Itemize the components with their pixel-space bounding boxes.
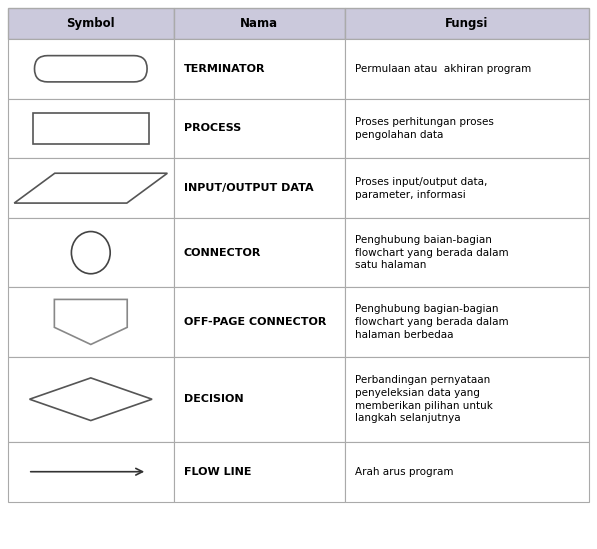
Text: CONNECTOR: CONNECTOR	[184, 248, 261, 257]
Bar	[174, 39, 345, 99]
Text: TERMINATOR: TERMINATOR	[184, 64, 265, 74]
Bar	[174, 287, 345, 357]
Bar	[8, 357, 174, 442]
Bar	[345, 287, 589, 357]
Text: Nama: Nama	[240, 17, 278, 30]
Bar	[174, 8, 345, 39]
Bar	[345, 99, 589, 158]
Bar	[174, 99, 345, 158]
Bar	[8, 218, 174, 287]
Bar	[174, 218, 345, 287]
Bar	[8, 99, 174, 158]
Text: Permulaan atau  akhiran program: Permulaan atau akhiran program	[355, 64, 531, 74]
Bar	[174, 442, 345, 502]
Bar	[8, 39, 174, 99]
Text: Symbol: Symbol	[66, 17, 115, 30]
Bar	[345, 218, 589, 287]
Bar	[33, 113, 149, 144]
Bar	[345, 357, 589, 442]
Text: Arah arus program: Arah arus program	[355, 467, 454, 477]
Bar	[8, 287, 174, 357]
Bar	[345, 8, 589, 39]
Bar	[8, 442, 174, 502]
Bar	[174, 357, 345, 442]
Text: OFF-PAGE CONNECTOR: OFF-PAGE CONNECTOR	[184, 317, 326, 327]
Text: PROCESS: PROCESS	[184, 124, 241, 133]
Bar	[8, 8, 174, 39]
Text: Fungsi: Fungsi	[445, 17, 489, 30]
Text: Perbandingan pernyataan
penyeleksian data yang
memberikan pilihan untuk
langkah : Perbandingan pernyataan penyeleksian dat…	[355, 375, 493, 423]
Text: Proses input/output data,
parameter, informasi: Proses input/output data, parameter, inf…	[355, 177, 487, 199]
Bar	[174, 158, 345, 218]
Bar	[345, 442, 589, 502]
Text: INPUT/OUTPUT DATA: INPUT/OUTPUT DATA	[184, 183, 313, 193]
Text: DECISION: DECISION	[184, 394, 243, 404]
Bar	[345, 39, 589, 99]
Text: Penghubung baian-bagian
flowchart yang berada dalam
satu halaman: Penghubung baian-bagian flowchart yang b…	[355, 235, 509, 271]
Text: FLOW LINE: FLOW LINE	[184, 467, 251, 477]
Bar	[345, 158, 589, 218]
Text: Proses perhitungan proses
pengolahan data: Proses perhitungan proses pengolahan dat…	[355, 117, 494, 140]
Text: Penghubung bagian-bagian
flowchart yang berada dalam
halaman berbedaa: Penghubung bagian-bagian flowchart yang …	[355, 304, 509, 340]
Bar	[8, 158, 174, 218]
